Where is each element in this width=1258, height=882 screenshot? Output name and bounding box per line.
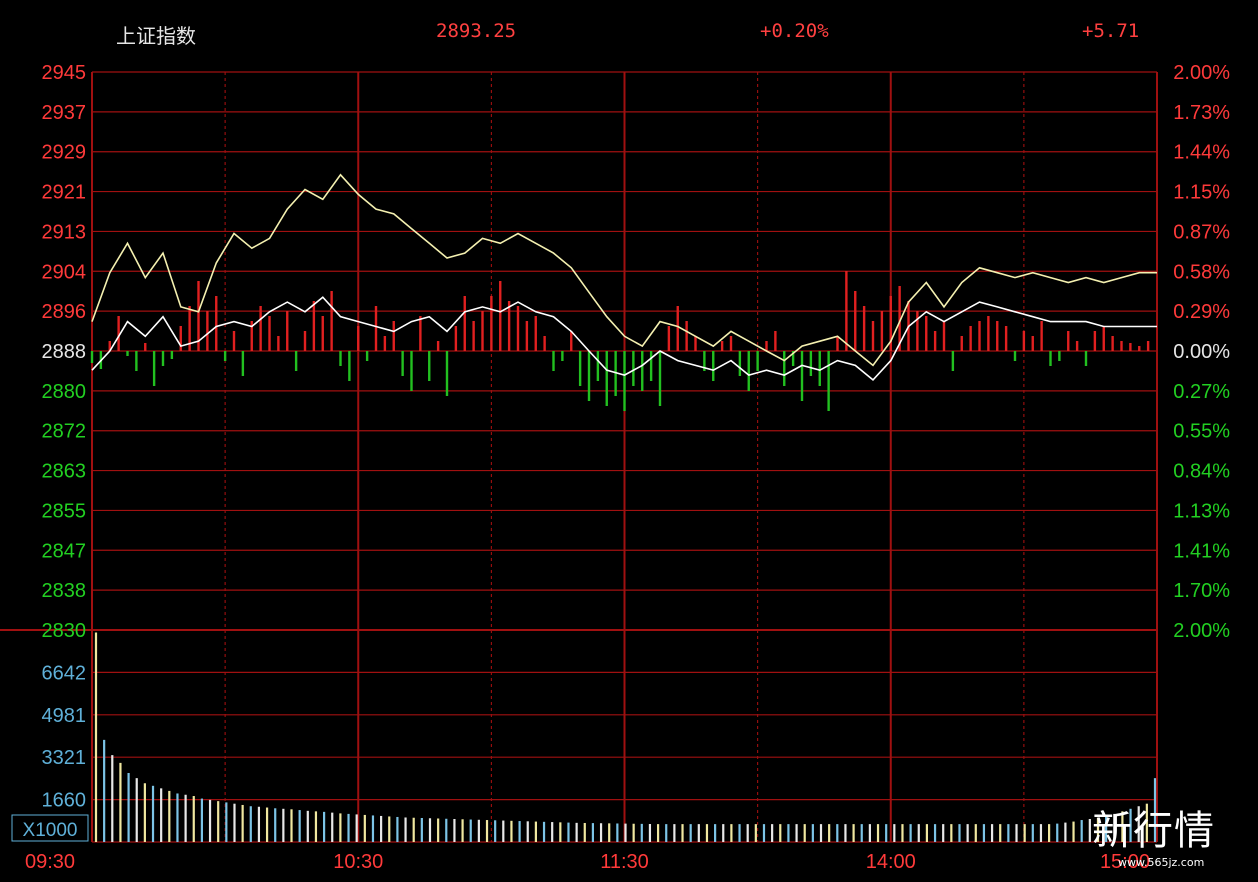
percent-tick-label: 1.13%: [1173, 500, 1230, 522]
volume-unit-box: [11, 814, 89, 842]
price-tick-label: 2945: [42, 62, 87, 84]
percent-tick-label: 2.00%: [1173, 62, 1230, 84]
percent-change: +0.20%: [760, 20, 829, 42]
percent-tick-label: 1.41%: [1173, 540, 1230, 562]
percent-tick-label: 0.29%: [1173, 301, 1230, 323]
average-price-line: [91, 296, 1157, 381]
price-tick-label: 2830: [42, 620, 87, 642]
watermark-url: www.565jz.com: [1118, 856, 1205, 869]
volume-unit-label: X1000: [23, 820, 78, 841]
axis-labels: 2945 2937 2929 2921 2913 2904 2896 2888 2880 2872…: [11, 62, 1230, 873]
percent-tick-label: 1.44%: [1173, 142, 1230, 164]
time-tick-label: 11:30: [600, 851, 649, 873]
percent-tick-label: 2.00%: [1173, 620, 1230, 642]
percent-tick-label: 0.58%: [1173, 261, 1230, 283]
price-tick-label: 2904: [42, 261, 87, 283]
grid: [0, 71, 1158, 843]
percent-tick-label: 1.73%: [1173, 102, 1230, 124]
price-tick-label: 2921: [42, 182, 87, 204]
price-tick-label: 2847: [42, 540, 87, 562]
price-tick-label: 2913: [42, 221, 87, 243]
percent-tick-label: 0.87%: [1173, 221, 1230, 243]
volume-tick-label: 4981: [42, 705, 87, 727]
percent-tick-label: 0.55%: [1173, 421, 1230, 443]
price-tick-label: 2855: [42, 500, 87, 522]
time-tick-label: 09:30: [25, 851, 75, 873]
time-tick-label: 14:00: [866, 851, 916, 873]
price-tick-label: 2838: [42, 580, 87, 602]
time-tick-label: 15:00: [1100, 851, 1150, 873]
price-line: [91, 173, 1157, 367]
volume-tick-label: 6642: [42, 662, 87, 684]
price-lines: [91, 173, 1157, 381]
price-tick-label: 2896: [42, 301, 87, 323]
volume-tick-label: 3321: [42, 747, 87, 769]
percent-tick-label: 0.84%: [1173, 461, 1230, 483]
price-tick-label: 2863: [42, 461, 87, 483]
percent-tick-label: 0.27%: [1173, 381, 1230, 403]
point-change: +5.71: [1082, 20, 1140, 42]
volume-tick-label: 1660: [42, 790, 87, 812]
watermark-text: 新行情: [1092, 808, 1215, 854]
index-name: 上证指数: [116, 24, 196, 48]
percent-tick-label: 0.00%: [1173, 341, 1230, 363]
price-tick-label: 2937: [42, 102, 87, 124]
current-price: 2893.25: [436, 20, 517, 42]
percent-tick-label: 1.15%: [1173, 182, 1230, 204]
volume-bars: [94, 632, 1157, 842]
change-bars: [90, 271, 1150, 411]
time-tick-label: 10:30: [333, 851, 383, 873]
price-tick-label: 2880: [42, 381, 87, 403]
percent-tick-label: 1.70%: [1173, 580, 1230, 602]
price-tick-label: 2872: [42, 421, 87, 443]
price-tick-label: 2929: [42, 142, 87, 164]
price-tick-label: 2888: [42, 341, 87, 363]
